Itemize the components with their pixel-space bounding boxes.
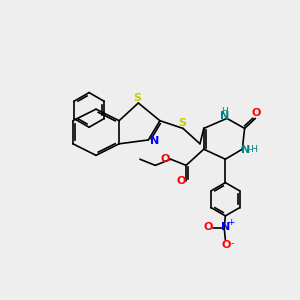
Text: -H: -H — [248, 145, 258, 154]
Text: O: O — [161, 154, 170, 164]
Text: O: O — [251, 108, 260, 118]
Text: S: S — [178, 118, 186, 128]
Text: H: H — [221, 107, 227, 116]
Text: N: N — [220, 111, 229, 121]
Text: +: + — [227, 218, 234, 226]
Text: -: - — [230, 238, 234, 248]
Text: O: O — [203, 222, 213, 233]
Text: O: O — [221, 240, 230, 250]
Text: N: N — [241, 145, 250, 155]
Text: N: N — [220, 222, 230, 232]
Text: N: N — [150, 136, 160, 146]
Text: O: O — [176, 176, 186, 186]
Text: S: S — [133, 93, 141, 103]
